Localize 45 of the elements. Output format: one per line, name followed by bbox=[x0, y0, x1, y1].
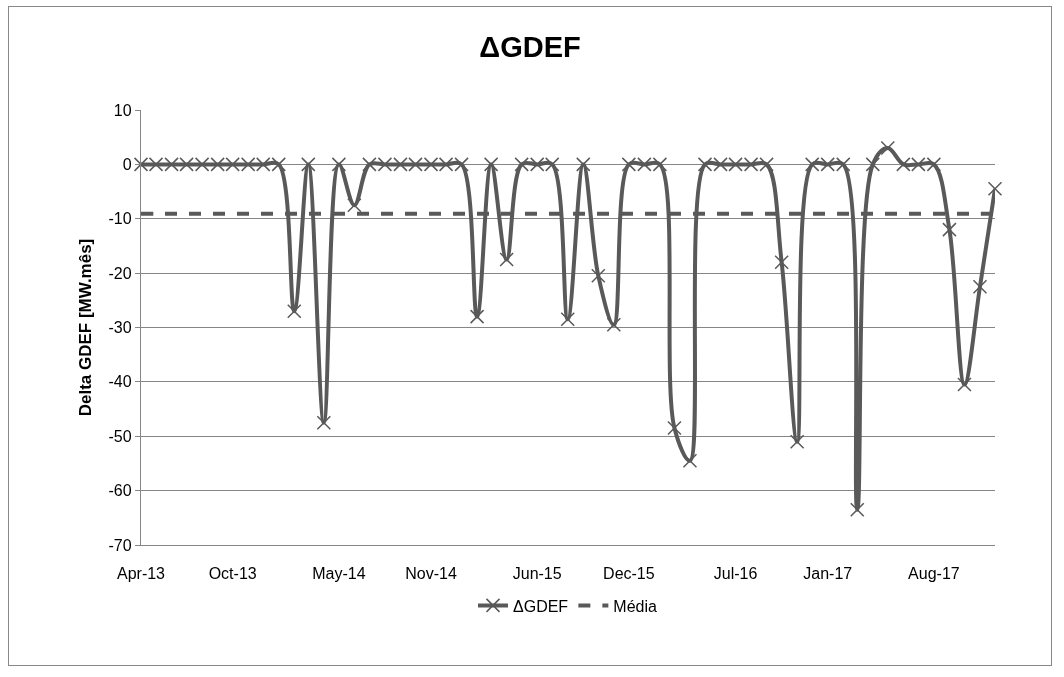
chart-title: ΔGDEF bbox=[479, 30, 581, 63]
point bbox=[682, 453, 698, 468]
legend-label: ΔGDEF bbox=[513, 597, 569, 615]
point bbox=[850, 502, 865, 517]
x-tick-label: Jul-16 bbox=[713, 565, 758, 583]
point bbox=[987, 181, 1003, 197]
x-tick-label: May-14 bbox=[312, 565, 366, 583]
y-tick-label: -60 bbox=[108, 482, 132, 500]
point bbox=[865, 157, 881, 172]
x-tick-label: Dec-15 bbox=[603, 565, 655, 583]
point bbox=[789, 434, 805, 449]
point bbox=[972, 279, 988, 294]
legend-label: Média bbox=[613, 597, 658, 615]
point bbox=[469, 309, 485, 324]
point bbox=[287, 303, 302, 319]
point bbox=[560, 312, 575, 327]
point bbox=[316, 415, 332, 430]
point bbox=[499, 252, 514, 267]
y-tick-label: -20 bbox=[108, 264, 132, 282]
point bbox=[667, 420, 682, 436]
point bbox=[331, 157, 347, 172]
x-tick-label: Apr-13 bbox=[116, 565, 166, 583]
point bbox=[880, 140, 896, 156]
point bbox=[576, 157, 591, 172]
y-tick-label: 10 bbox=[113, 101, 132, 119]
y-axis-title: Delta GDEF [MW.mês] bbox=[76, 238, 96, 417]
y-tick-label: -70 bbox=[108, 536, 132, 554]
x-tick-label: Nov-14 bbox=[405, 565, 457, 583]
point bbox=[957, 377, 972, 392]
point bbox=[606, 317, 622, 333]
x-tick-label: Aug-17 bbox=[908, 565, 960, 583]
point bbox=[942, 222, 957, 237]
y-tick-label: -50 bbox=[108, 427, 132, 445]
y-tick-label: -40 bbox=[108, 373, 132, 391]
point bbox=[301, 157, 316, 172]
x-tick-label: Oct-13 bbox=[208, 565, 257, 583]
x-tick-label: Jun-15 bbox=[512, 565, 562, 583]
y-tick-label: -30 bbox=[108, 319, 132, 337]
point bbox=[483, 157, 499, 172]
y-tick-label: 0 bbox=[122, 155, 132, 173]
point bbox=[591, 268, 606, 284]
point bbox=[774, 255, 789, 270]
x-tick-label: Jan-17 bbox=[803, 565, 853, 583]
point bbox=[347, 197, 362, 213]
y-tick-label: -10 bbox=[108, 210, 132, 228]
